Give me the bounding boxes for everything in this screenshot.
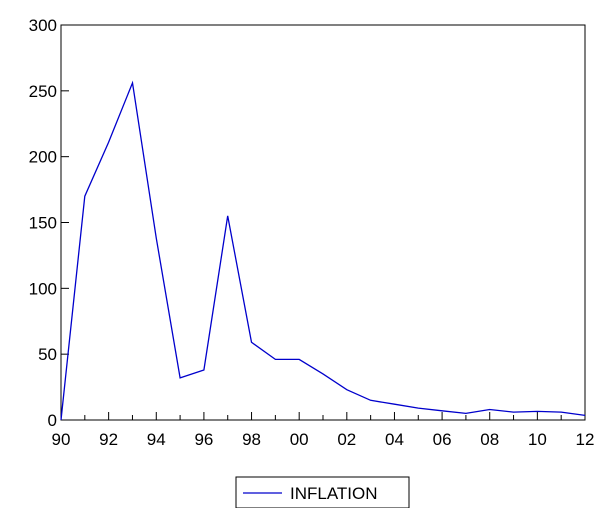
x-tick-label: 02	[337, 430, 356, 449]
x-tick-label: 98	[242, 430, 261, 449]
y-axis: 0 50 100 150 200 250 300	[29, 16, 69, 430]
x-tick-label: 04	[385, 430, 404, 449]
legend: INFLATION	[235, 476, 410, 508]
y-tick-label: 50	[38, 345, 57, 364]
y-tick-label: 250	[29, 82, 57, 101]
y-tick-label: 100	[29, 279, 57, 298]
x-tick-label: 06	[433, 430, 452, 449]
x-tick-label: 96	[194, 430, 213, 449]
x-tick-label: 08	[480, 430, 499, 449]
x-tick-label: 94	[147, 430, 166, 449]
y-tick-label: 200	[29, 148, 57, 167]
x-tick-label: 00	[290, 430, 309, 449]
x-tick-label: 90	[52, 430, 71, 449]
x-tick-label: 12	[576, 430, 595, 449]
plot-frame	[60, 24, 586, 421]
y-tick-label: 0	[48, 411, 57, 430]
series-line-inflation	[60, 80, 586, 421]
x-tick-label: 10	[528, 430, 547, 449]
series-layer	[60, 80, 586, 421]
y-tick-label: 300	[29, 16, 57, 35]
legend-label: INFLATION	[290, 484, 378, 503]
x-axis: 90 92 94 96 98 00 02 04 06 08 10 12	[52, 412, 595, 449]
x-tick-label: 92	[99, 430, 118, 449]
y-tick-label: 150	[29, 214, 57, 233]
